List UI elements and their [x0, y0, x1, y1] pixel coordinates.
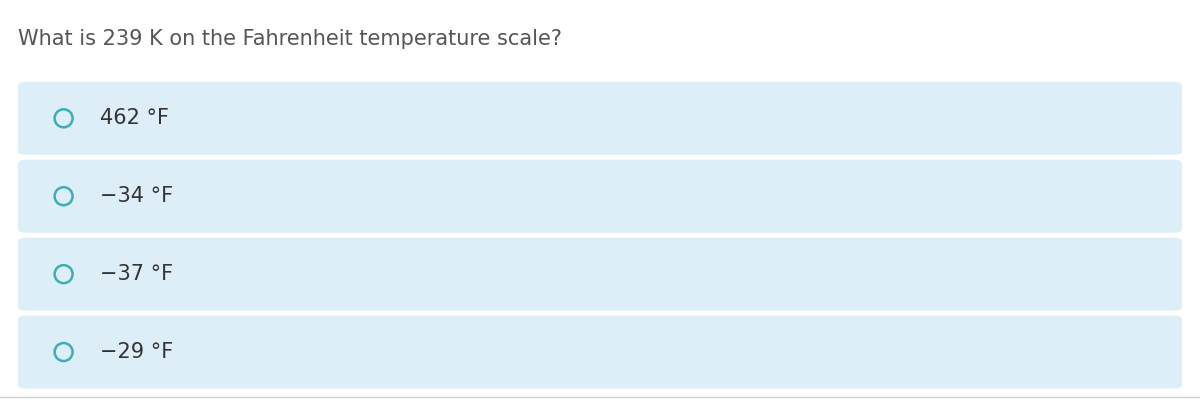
FancyBboxPatch shape [18, 238, 1182, 311]
Ellipse shape [55, 109, 72, 127]
Ellipse shape [55, 343, 72, 361]
FancyBboxPatch shape [18, 160, 1182, 233]
Text: 462 °F: 462 °F [100, 108, 169, 128]
Ellipse shape [55, 187, 72, 205]
Ellipse shape [55, 265, 72, 283]
Text: What is 239 K on the Fahrenheit temperature scale?: What is 239 K on the Fahrenheit temperat… [18, 29, 562, 49]
FancyBboxPatch shape [18, 82, 1182, 155]
Text: −29 °F: −29 °F [100, 342, 173, 362]
FancyBboxPatch shape [18, 316, 1182, 389]
Text: −37 °F: −37 °F [100, 264, 173, 284]
Text: −34 °F: −34 °F [100, 186, 173, 206]
